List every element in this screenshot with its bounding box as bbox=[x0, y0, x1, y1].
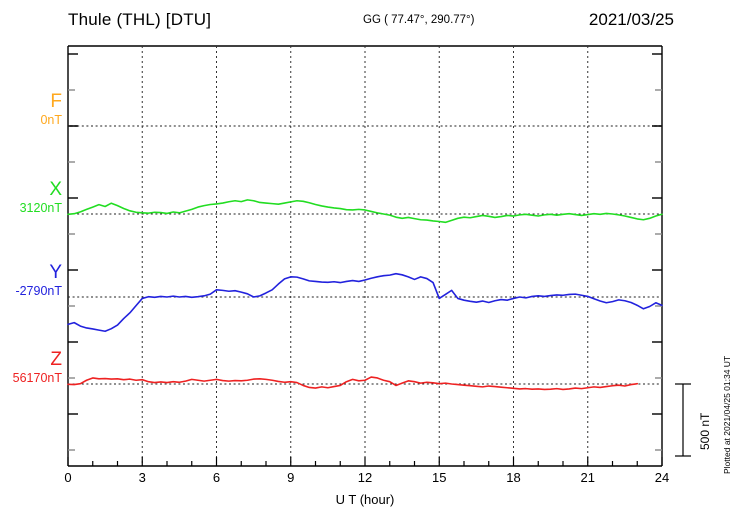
x-tick-label-3: 3 bbox=[138, 470, 146, 485]
component-name-y: Y bbox=[49, 262, 62, 283]
component-baseline-f: 0nT bbox=[40, 113, 62, 127]
component-label-f: F 0nT bbox=[0, 92, 62, 127]
x-tick-label-24: 24 bbox=[654, 470, 670, 485]
observation-date: 2021/03/25 bbox=[588, 10, 674, 29]
x-tick-label-9: 9 bbox=[287, 470, 295, 485]
scale-bar bbox=[675, 383, 691, 457]
vertical-gridlines bbox=[141, 46, 589, 466]
x-tick-label-12: 12 bbox=[357, 470, 373, 485]
trace-y bbox=[67, 272, 663, 333]
scalebar-label: 500 nT bbox=[698, 412, 712, 450]
component-name-x: X bbox=[49, 179, 62, 200]
component-baseline-z: 56170nT bbox=[12, 371, 62, 385]
series-z bbox=[67, 376, 662, 391]
component-label-x: X 3120nT bbox=[0, 180, 62, 215]
component-label-z: Z 56170nT bbox=[0, 350, 62, 385]
component-baseline-y: -2790nT bbox=[15, 284, 62, 298]
series-y bbox=[67, 272, 663, 333]
component-name-z: Z bbox=[50, 349, 62, 370]
x-tick-label-0: 0 bbox=[64, 470, 72, 485]
trace-z bbox=[67, 376, 639, 391]
component-name-f: F bbox=[50, 91, 62, 112]
x-tick-label-15: 15 bbox=[432, 470, 447, 485]
x-tick-label-6: 6 bbox=[212, 470, 221, 485]
station-title: Thule (THL) [DTU] bbox=[68, 10, 212, 29]
x-tick-label-21: 21 bbox=[580, 470, 595, 485]
geographic-coordinates: GG ( 77.47°, 290.77°) bbox=[363, 14, 475, 26]
series-x bbox=[67, 199, 663, 224]
component-baseline-x: 3120nT bbox=[19, 201, 62, 215]
plotted-at-text: Plotted at 2021/04/25 01:34 UT bbox=[722, 355, 730, 474]
trace-x bbox=[67, 199, 663, 224]
x-tick-label-18: 18 bbox=[506, 470, 521, 485]
x-axis-ticks bbox=[67, 457, 663, 466]
component-label-y: Y -2790nT bbox=[0, 263, 62, 298]
